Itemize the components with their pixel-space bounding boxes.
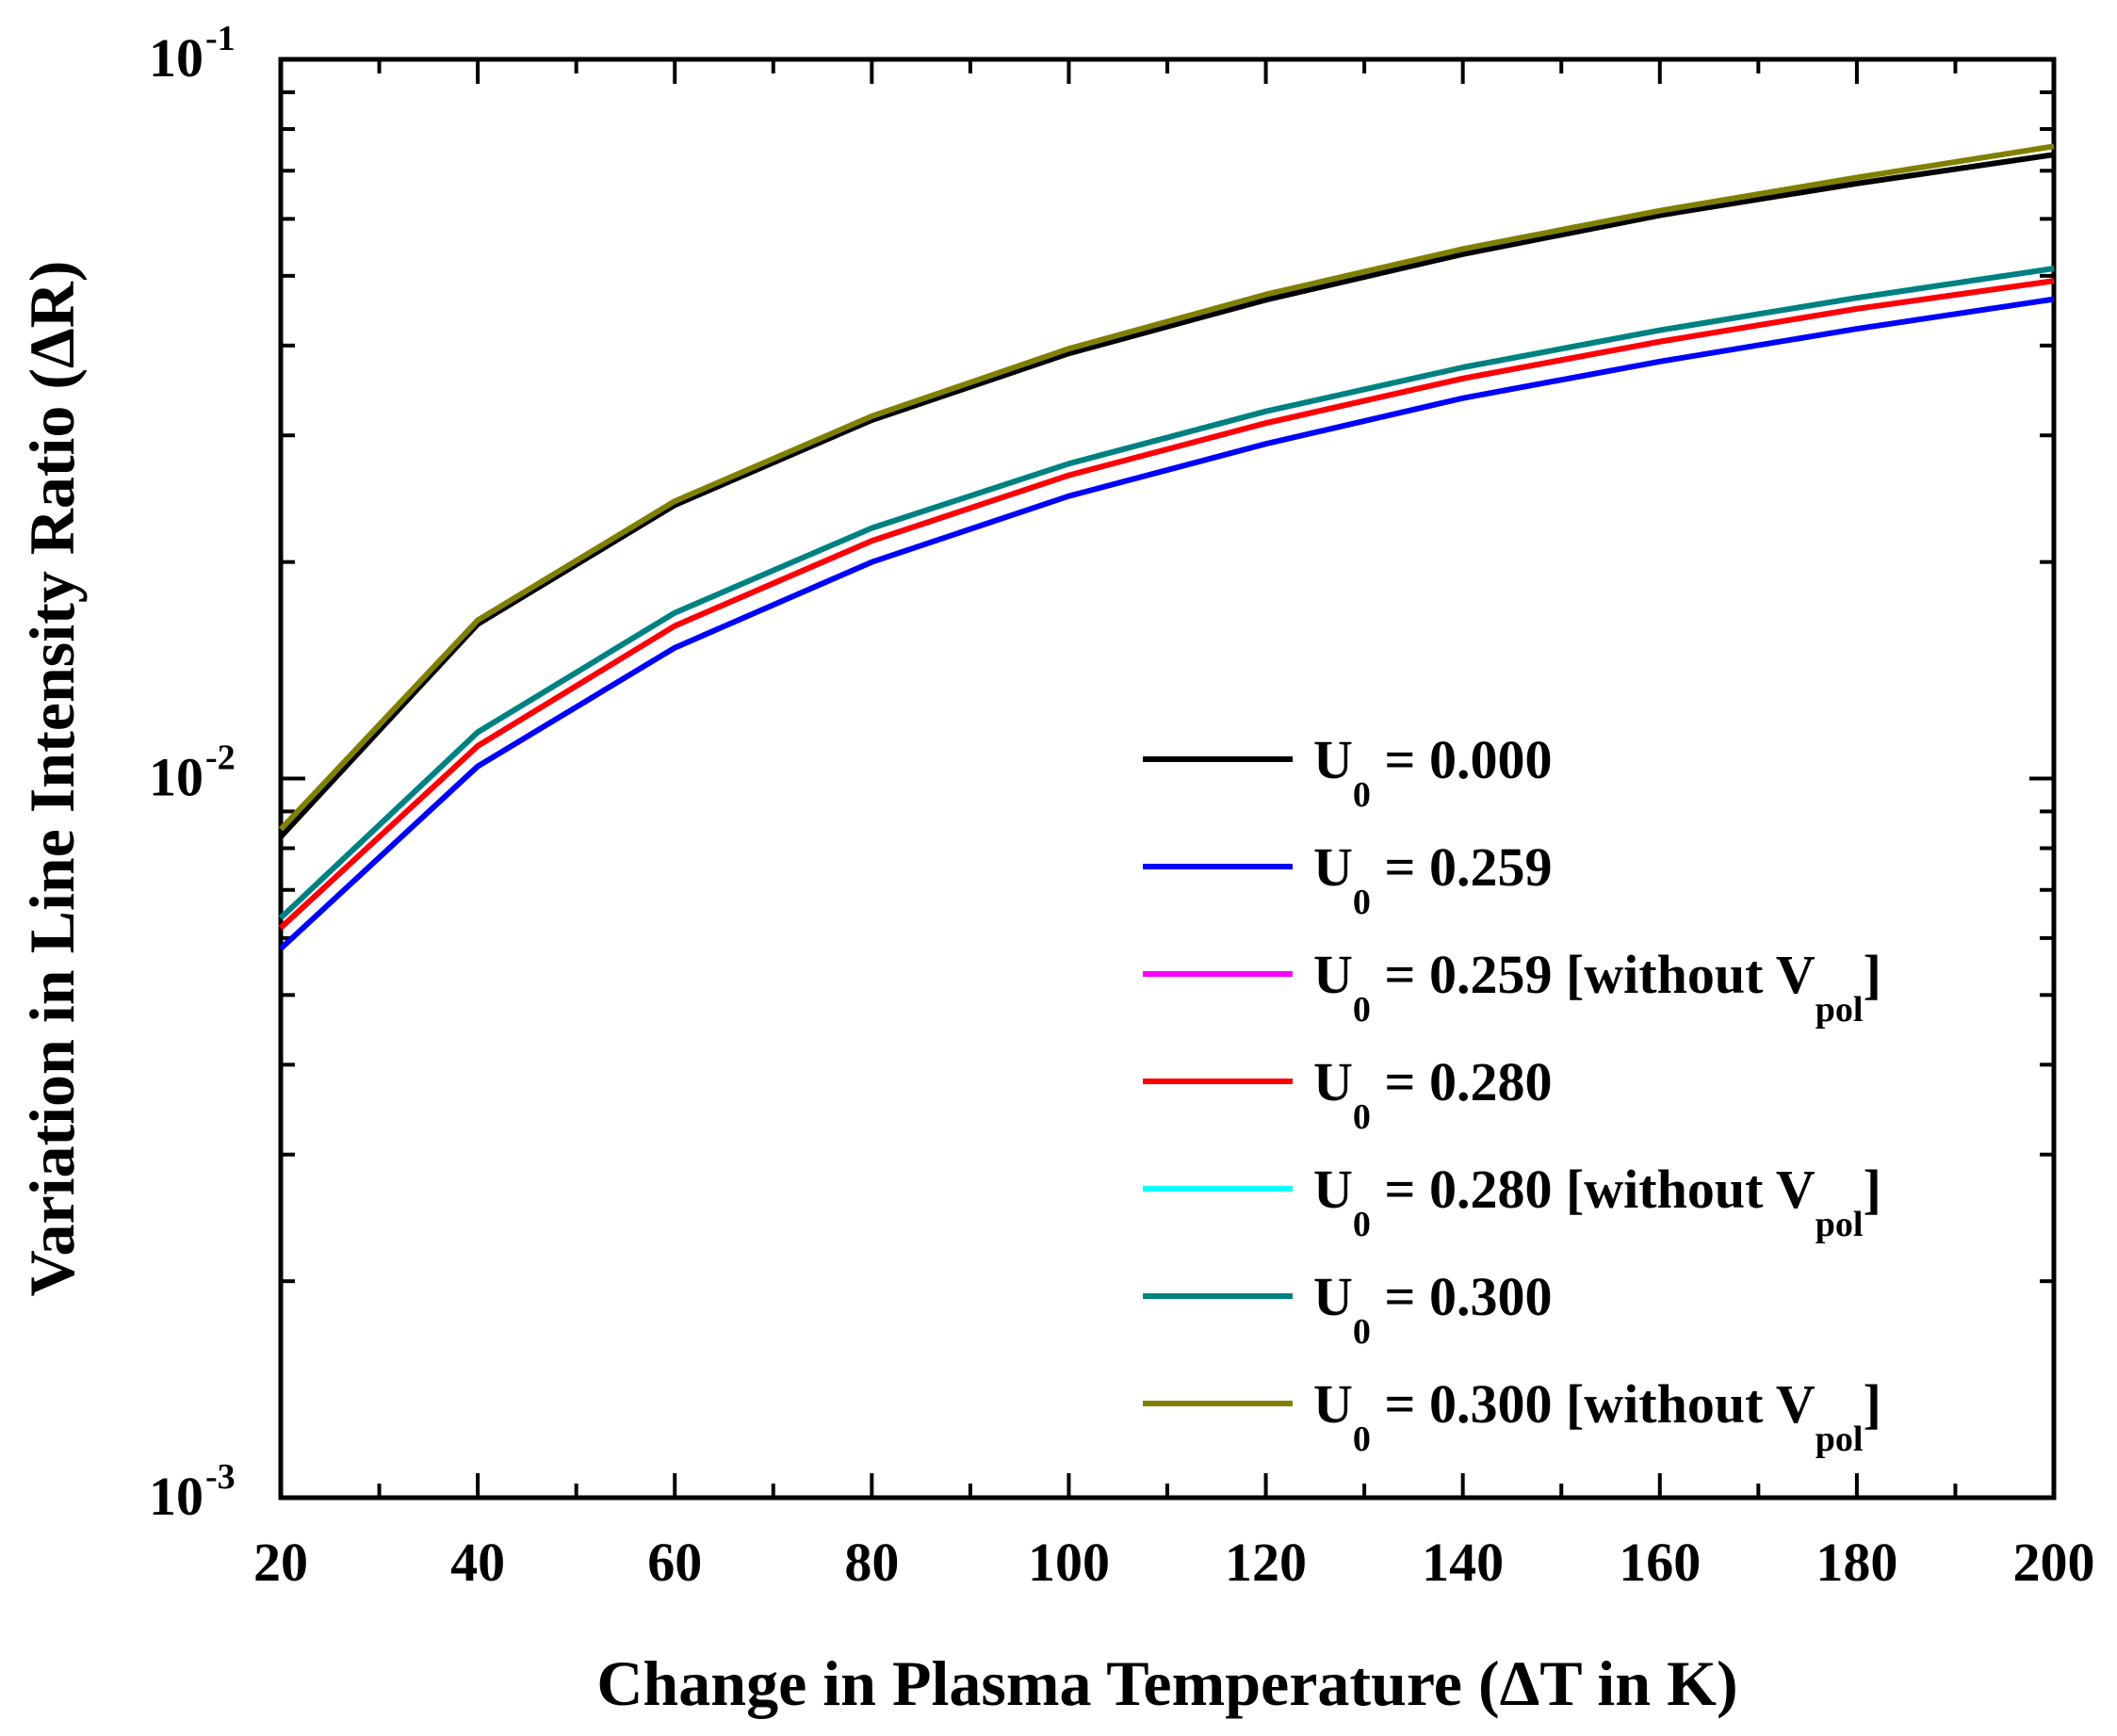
- y-tick-exponent: -2: [205, 738, 236, 778]
- series-line-3: [278, 278, 2055, 931]
- legend-item: U0 = 0.280: [1143, 1051, 1552, 1137]
- legend-item: U0 = 0.280 [without Vpol]: [1143, 1159, 1881, 1244]
- legend-item: U0 = 0.000: [1143, 729, 1552, 815]
- x-tick-labels: 20 40 60 80 100 120 140 160 180 200: [253, 1532, 2095, 1593]
- x-tick-label: 100: [1028, 1532, 1110, 1593]
- y-tick-label: 10: [149, 747, 204, 808]
- legend-label: U0 = 0.280: [1313, 1051, 1552, 1137]
- y-tick-label: 10: [149, 1466, 204, 1527]
- y-minor-ticks: [281, 89, 2054, 1284]
- x-minor-ticks: [377, 59, 1958, 1498]
- legend-label: U0 = 0.300: [1313, 1266, 1552, 1352]
- x-tick-label: 80: [844, 1532, 899, 1593]
- series-line-4: [278, 266, 2055, 920]
- y-axis-title: Variation in Line Intensity Ratio (ΔR): [16, 261, 88, 1297]
- series-line-2: [278, 278, 2055, 931]
- legend-item: U0 = 0.300: [1143, 1266, 1552, 1352]
- y-tick-label: 10: [149, 27, 204, 89]
- plot-frame: [278, 57, 2057, 1501]
- x-major-ticks: [279, 59, 2056, 1498]
- legend-item: U0 = 0.300 [without Vpol]: [1143, 1373, 1881, 1459]
- x-tick-label: 20: [253, 1532, 308, 1593]
- x-tick-label: 160: [1619, 1532, 1701, 1593]
- legend: U0 = 0.000 U0 = 0.259 U0 = 0.259 [without …: [1143, 729, 1881, 1459]
- legend-label: U0 = 0.300 [without Vpol]: [1313, 1373, 1881, 1459]
- x-tick-label: 60: [647, 1532, 702, 1593]
- x-tick-label: 200: [2013, 1532, 2095, 1593]
- series-line-1: [278, 296, 2055, 951]
- legend-label: U0 = 0.259: [1313, 836, 1552, 922]
- y-tick-labels: 10-310-210-1: [149, 19, 236, 1527]
- series-lines: [278, 143, 2055, 951]
- x-tick-label: 40: [450, 1532, 505, 1593]
- y-tick-exponent: -3: [205, 1457, 236, 1497]
- y-tick-exponent: -1: [205, 19, 236, 58]
- x-tick-label: 120: [1225, 1532, 1307, 1593]
- legend-label: U0 = 0.280 [without Vpol]: [1313, 1159, 1881, 1244]
- legend-item: U0 = 0.259: [1143, 836, 1552, 922]
- legend-label: U0 = 0.000: [1313, 729, 1552, 815]
- y-major-ticks: [281, 57, 2054, 1500]
- x-tick-label: 180: [1816, 1532, 1897, 1593]
- legend-item: U0 = 0.259 [without Vpol]: [1143, 944, 1881, 1030]
- x-axis-title: Change in Plasma Temperature (ΔT in K): [596, 1647, 1737, 1719]
- legend-label: U0 = 0.259 [without Vpol]: [1313, 944, 1881, 1030]
- x-tick-label: 140: [1422, 1532, 1504, 1593]
- series-line-5: [278, 266, 2055, 920]
- series-line-0: [278, 152, 2055, 839]
- plot-area: [278, 57, 2057, 1501]
- series-line-6: [278, 143, 2055, 832]
